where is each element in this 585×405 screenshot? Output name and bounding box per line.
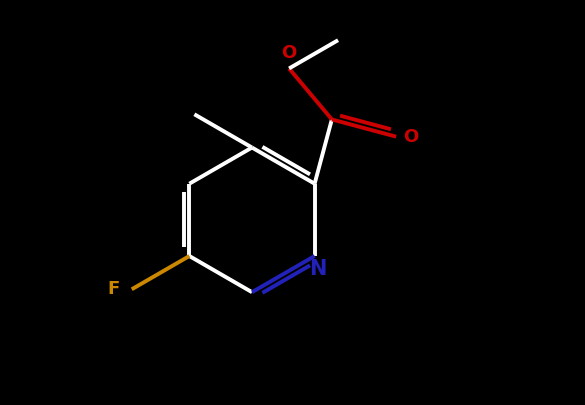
Text: F: F: [107, 280, 119, 298]
Text: O: O: [281, 44, 297, 62]
Text: O: O: [403, 128, 418, 146]
Text: N: N: [309, 259, 326, 279]
